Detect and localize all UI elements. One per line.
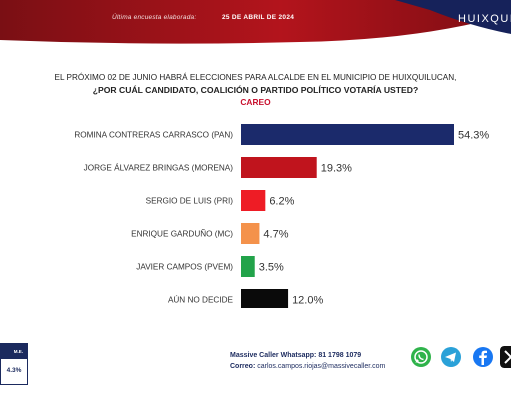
x-icon[interactable] [500,346,511,368]
category-label: JAVIER CAMPOS (PVEM) [136,263,233,272]
question-line-1: EL PRÓXIMO 02 DE JUNIO HABRÁ ELECCIONES … [54,73,457,82]
bar [241,256,255,277]
bar-chart: ROMINA CONTRERAS CARRASCO (PAN) 54.3% JORG… [74,124,489,308]
value-label: 6.2% [269,196,294,208]
survey-label: Última encuesta elaborada: [112,14,197,21]
margin-of-error-label: M.E. [1,344,27,359]
bar [241,289,289,308]
question-subtitle: CAREO [240,97,271,107]
bar [241,157,317,178]
whatsapp-number: 81 1798 1079 [318,352,362,359]
question-line-2: ¿POR CUÁL CANDIDATO, COALICIÓN O PARTIDO… [92,85,419,95]
category-label: ROMINA CONTRERAS CARRASCO (PAN) [74,131,233,140]
value-label: 4.7% [263,229,288,241]
bar [241,190,266,211]
header-banner: Última encuesta elaborada: 25 DE ABRIL D… [0,0,511,46]
header-background [0,0,511,44]
value-label: 3.5% [259,262,284,274]
margin-of-error-value: 4.3% [6,367,22,374]
survey-date: 25 DE ABRIL DE 2024 [222,14,295,21]
category-label: SERGIO DE LUIS (PRI) [146,197,234,206]
value-label: 54.3% [458,130,489,142]
email-contact: Correo: carlos.campos.riojas@massivecall… [230,363,385,370]
facebook-icon[interactable] [472,346,494,368]
margin-of-error-box: M.E. 4.3% [0,343,28,385]
category-label: AÚN NO DECIDE [168,295,234,305]
whatsapp-contact: Massive Caller Whatsapp: 81 1798 1079 [230,352,361,359]
whatsapp-label: Massive Caller Whatsapp: [230,352,317,359]
email-label: Correo: [230,363,256,370]
whatsapp-icon[interactable] [410,346,432,368]
value-label: 19.3% [321,163,352,175]
value-label: 12.0% [292,295,323,307]
city-name: HUIXQUILU [458,13,511,25]
bar [241,223,260,244]
telegram-icon[interactable] [440,346,462,368]
email-address: carlos.campos.riojas@massivecaller.com [257,363,386,370]
category-label: ENRIQUE GARDUÑO (MC) [131,229,233,239]
bar [241,124,454,145]
category-label: JORGE ÁLVAREZ BRINGAS (MORENA) [84,163,234,173]
